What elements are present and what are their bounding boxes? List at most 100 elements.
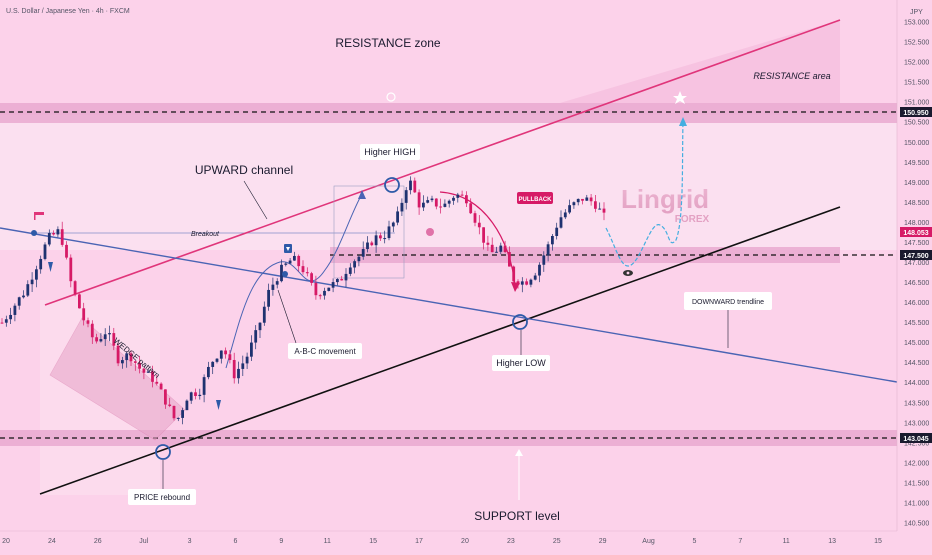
support-zone-band bbox=[0, 430, 897, 446]
candle-body bbox=[301, 266, 305, 273]
candle-body bbox=[35, 269, 38, 280]
candle-body bbox=[39, 258, 43, 270]
candle-body bbox=[568, 205, 571, 213]
candle-body bbox=[374, 235, 378, 246]
candle-body bbox=[456, 194, 460, 198]
candle-body bbox=[331, 282, 335, 288]
candle-body bbox=[0, 322, 4, 324]
candle-body bbox=[520, 281, 524, 285]
higher-low-callout: Higher LOW bbox=[492, 355, 550, 371]
price-tag-148053[interactable]: 148.053 bbox=[900, 227, 932, 237]
candle-body bbox=[224, 350, 227, 355]
watermark-sub: FOREX bbox=[675, 214, 710, 225]
y-tick-label: 150.000 bbox=[904, 140, 929, 147]
candle-body bbox=[585, 197, 589, 201]
y-tick-label: 141.000 bbox=[904, 500, 929, 507]
higher-high-circle[interactable] bbox=[384, 177, 400, 193]
y-tick-label: 143.500 bbox=[904, 400, 929, 407]
candle-body bbox=[151, 371, 154, 382]
candle-body bbox=[293, 255, 296, 261]
price-tag-150950[interactable]: 150.950 bbox=[900, 107, 932, 117]
abc-arrow bbox=[225, 193, 363, 369]
y-tick-label: 140.500 bbox=[904, 520, 929, 527]
bookmark-icon bbox=[284, 244, 292, 253]
downward-trendline-label: DOWNWARD trendline bbox=[692, 299, 764, 306]
watermark-main: Lingrid bbox=[621, 184, 709, 214]
x-tick-label: 3 bbox=[188, 538, 192, 545]
x-tick-label: 5 bbox=[692, 538, 696, 545]
candle-body bbox=[168, 404, 172, 406]
projection-arrow-head bbox=[679, 117, 687, 126]
candle-body bbox=[589, 197, 593, 202]
candle-body bbox=[284, 263, 288, 265]
sun-icon bbox=[386, 92, 396, 102]
x-tick-label: 7 bbox=[738, 538, 742, 545]
x-tick-label: 25 bbox=[553, 538, 561, 545]
y-tick-label: 141.500 bbox=[904, 480, 929, 487]
candle-body bbox=[460, 194, 464, 196]
higher-low-circle[interactable] bbox=[512, 314, 528, 330]
y-tick-label: 147.500 bbox=[904, 240, 929, 247]
flag-icon bbox=[34, 212, 44, 220]
y-tick-label: 146.000 bbox=[904, 300, 929, 307]
candle-body bbox=[314, 282, 318, 296]
candle-body bbox=[348, 267, 352, 274]
candle-body bbox=[310, 273, 313, 283]
candle-body bbox=[430, 198, 434, 201]
candle-body bbox=[413, 180, 417, 193]
candle-body bbox=[594, 201, 597, 209]
candle-body bbox=[73, 281, 77, 295]
candle-body bbox=[4, 319, 8, 323]
candle-body bbox=[108, 333, 111, 335]
resistance-area-label: RESISTANCE area bbox=[753, 71, 830, 81]
candle-body bbox=[572, 202, 576, 206]
candle-body bbox=[245, 356, 249, 364]
abc-label: A-B-C movement bbox=[294, 347, 356, 356]
downward-trendline bbox=[0, 227, 898, 383]
y-tick-label: 153.000 bbox=[904, 20, 929, 27]
y-tick-label: 151.000 bbox=[904, 100, 929, 107]
candle-body bbox=[576, 198, 580, 203]
price-tag-143045[interactable]: 143.045 bbox=[900, 433, 932, 443]
candle-body bbox=[280, 264, 283, 282]
resistance-band-light bbox=[0, 115, 897, 250]
candle-body bbox=[103, 334, 107, 340]
y-tick-label: 148.000 bbox=[904, 220, 929, 227]
candle-body bbox=[194, 392, 197, 397]
candle-body bbox=[155, 381, 159, 384]
resistance-zone-label: RESISTANCE zone bbox=[335, 36, 440, 50]
candle-body bbox=[129, 353, 133, 362]
candle-body bbox=[318, 295, 322, 297]
snail-icon bbox=[426, 228, 434, 236]
candle-body bbox=[275, 281, 279, 285]
candle-body bbox=[250, 342, 253, 357]
abc-callout: A-B-C movement bbox=[288, 343, 362, 359]
candle-body bbox=[563, 212, 567, 218]
candle-body bbox=[340, 279, 344, 281]
star-icon bbox=[673, 91, 687, 104]
candle-body bbox=[228, 354, 232, 360]
resistance-area-shade bbox=[560, 20, 840, 103]
upward-channel-label: UPWARD channel bbox=[195, 163, 293, 177]
higher-high-label: Higher HIGH bbox=[364, 147, 416, 157]
candle-body bbox=[305, 272, 309, 274]
candle-body bbox=[202, 377, 206, 395]
resistance-trendline bbox=[44, 19, 841, 306]
candle-body bbox=[361, 249, 365, 257]
candle-body bbox=[422, 202, 425, 208]
candle-body bbox=[297, 255, 301, 267]
price-rebound-circle[interactable] bbox=[155, 444, 171, 460]
candle-body bbox=[258, 322, 262, 331]
price-tag-147500[interactable]: 147.500 bbox=[900, 250, 932, 260]
candle-body bbox=[288, 260, 292, 264]
candle-body bbox=[344, 273, 348, 281]
candle-body bbox=[65, 244, 68, 258]
candle-body bbox=[327, 287, 331, 291]
candle-body bbox=[22, 295, 25, 298]
x-tick-label: 9 bbox=[279, 538, 283, 545]
x-tick-label: 29 bbox=[599, 538, 607, 545]
candle-body bbox=[469, 203, 473, 214]
candle-body bbox=[400, 202, 404, 212]
support-arrow-head bbox=[515, 449, 523, 456]
y-tick-label: 144.500 bbox=[904, 360, 929, 367]
